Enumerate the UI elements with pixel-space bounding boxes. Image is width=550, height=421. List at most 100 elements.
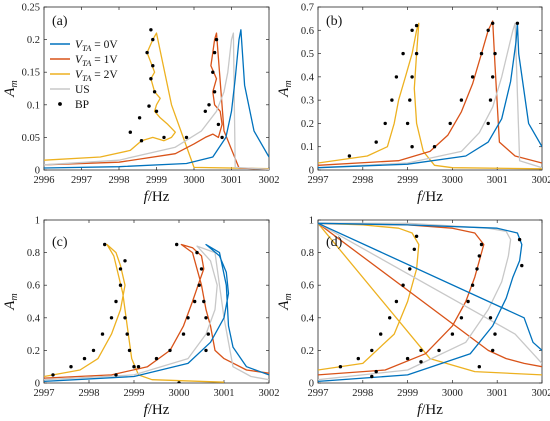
panel-3: 2997 2998 2999 3000 3001 3002 0 0.2 0.4 0.6 0.8 1 f/… xyxy=(2,216,280,419)
y-tick-label: 0.4 xyxy=(27,313,41,324)
bp-point xyxy=(197,283,201,287)
y-axis-label-var: A xyxy=(2,300,18,311)
bp-point xyxy=(414,234,419,238)
bp-point xyxy=(184,135,189,140)
bp-point xyxy=(479,51,484,56)
bp-point xyxy=(151,63,155,68)
x-axis-label-var: f xyxy=(417,402,423,418)
bp-point xyxy=(405,121,410,126)
panel-1: 2996 2997 2998 2999 3000 3001 3002 0 0.05 0.1 0.15… xyxy=(2,3,280,206)
y-axis-label-var: A xyxy=(2,87,18,98)
y-tick-label: 0.2 xyxy=(301,119,314,130)
bp-point xyxy=(414,51,419,56)
bp-point xyxy=(410,75,414,79)
bp-point xyxy=(405,356,410,361)
series-line-v-ta-1v xyxy=(318,222,542,376)
bp-point xyxy=(149,77,153,81)
bp-point xyxy=(51,373,55,377)
bp-point xyxy=(370,348,374,353)
y-tick-label: 0 xyxy=(35,379,40,390)
series-line-us xyxy=(44,245,269,381)
series-line-v-ta-1v xyxy=(44,32,269,170)
bp-point xyxy=(432,145,437,149)
y-axis-label: Am xyxy=(2,293,20,310)
bp-point xyxy=(128,130,132,134)
bp-point xyxy=(410,145,414,149)
bp-point xyxy=(114,299,118,304)
x-tick-label: 3001 xyxy=(487,175,508,186)
bp-point xyxy=(137,116,142,120)
legend-var: V xyxy=(75,39,84,51)
bp-point xyxy=(370,374,374,379)
y-tick-label: 0 xyxy=(35,166,40,177)
bp-point xyxy=(394,75,399,79)
y-tick-label: 0.5 xyxy=(301,49,314,60)
bp-point xyxy=(486,121,490,126)
bp-point xyxy=(181,332,186,336)
x-axis-label: f/Hz xyxy=(417,402,443,418)
bp-point xyxy=(520,263,524,268)
bp-point xyxy=(412,247,416,251)
panel-4: 2997 2998 2999 3000 3001 3002 0 0.2 0.4 0.6 0.8 1 f/… xyxy=(276,216,550,419)
x-tick-label: 2998 xyxy=(352,175,373,186)
bp-point xyxy=(491,348,495,353)
y-tick-label: 0.25 xyxy=(22,3,40,14)
bp-point xyxy=(211,70,215,74)
series-line-v-ta-0v xyxy=(44,29,269,169)
series-group xyxy=(318,20,542,170)
legend-rest: = 0V xyxy=(91,39,118,51)
x-tick-label: 3000 xyxy=(169,388,190,399)
bp-point xyxy=(488,316,493,320)
bp-point xyxy=(212,50,217,55)
bp-point xyxy=(203,109,207,114)
y-tick-label: 0.7 xyxy=(301,3,314,14)
series-line-us xyxy=(318,222,542,381)
bp-point xyxy=(177,381,181,383)
x-tick-label: 2998 xyxy=(109,175,130,186)
bp-point xyxy=(207,103,211,107)
bp-point xyxy=(100,332,105,336)
bp-point xyxy=(470,75,475,79)
bp-point xyxy=(414,23,419,28)
bp-point xyxy=(477,365,481,369)
x-tick-label: 3001 xyxy=(487,388,508,399)
y-tick-label: 0.6 xyxy=(301,26,314,37)
x-axis-label-unit: /Hz xyxy=(148,402,170,418)
bp-point xyxy=(151,37,155,42)
y-tick-label: 0.6 xyxy=(301,281,314,292)
bp-point xyxy=(515,21,520,25)
y-tick-label: 0.15 xyxy=(22,68,40,79)
y-tick-label: 0.8 xyxy=(301,248,314,259)
bp-point xyxy=(123,316,127,320)
bp-point xyxy=(154,109,159,114)
legend-marker xyxy=(58,102,62,106)
bp-point xyxy=(491,21,495,25)
bp-point xyxy=(394,299,399,304)
bp-point xyxy=(149,28,153,32)
bp-point xyxy=(459,316,464,320)
x-tick-label: 3000 xyxy=(184,175,205,186)
bp-point xyxy=(103,242,107,247)
bp-point xyxy=(390,98,394,102)
series-line-v-ta-0v xyxy=(318,222,542,383)
x-tick-label: 2996 xyxy=(34,175,55,186)
series-line-us xyxy=(318,22,542,169)
bp-point xyxy=(450,332,455,336)
bp-point xyxy=(347,154,352,158)
y-axis-label: Am xyxy=(2,80,20,97)
x-tick-label: 2999 xyxy=(397,388,418,399)
y-tick-label: 0.8 xyxy=(27,248,40,259)
y-tick-label: 1 xyxy=(309,216,314,227)
bp-point xyxy=(152,90,157,94)
bp-point xyxy=(168,348,172,353)
bp-point xyxy=(154,356,159,361)
bp-point xyxy=(437,348,441,353)
bp-point xyxy=(147,104,151,108)
bp-point xyxy=(356,356,360,361)
series-line-v-ta-0v xyxy=(318,22,542,169)
bp-point xyxy=(69,365,73,369)
bp-point xyxy=(419,348,423,353)
legend-sub: TA xyxy=(82,58,92,68)
legend-label: US xyxy=(75,84,90,96)
